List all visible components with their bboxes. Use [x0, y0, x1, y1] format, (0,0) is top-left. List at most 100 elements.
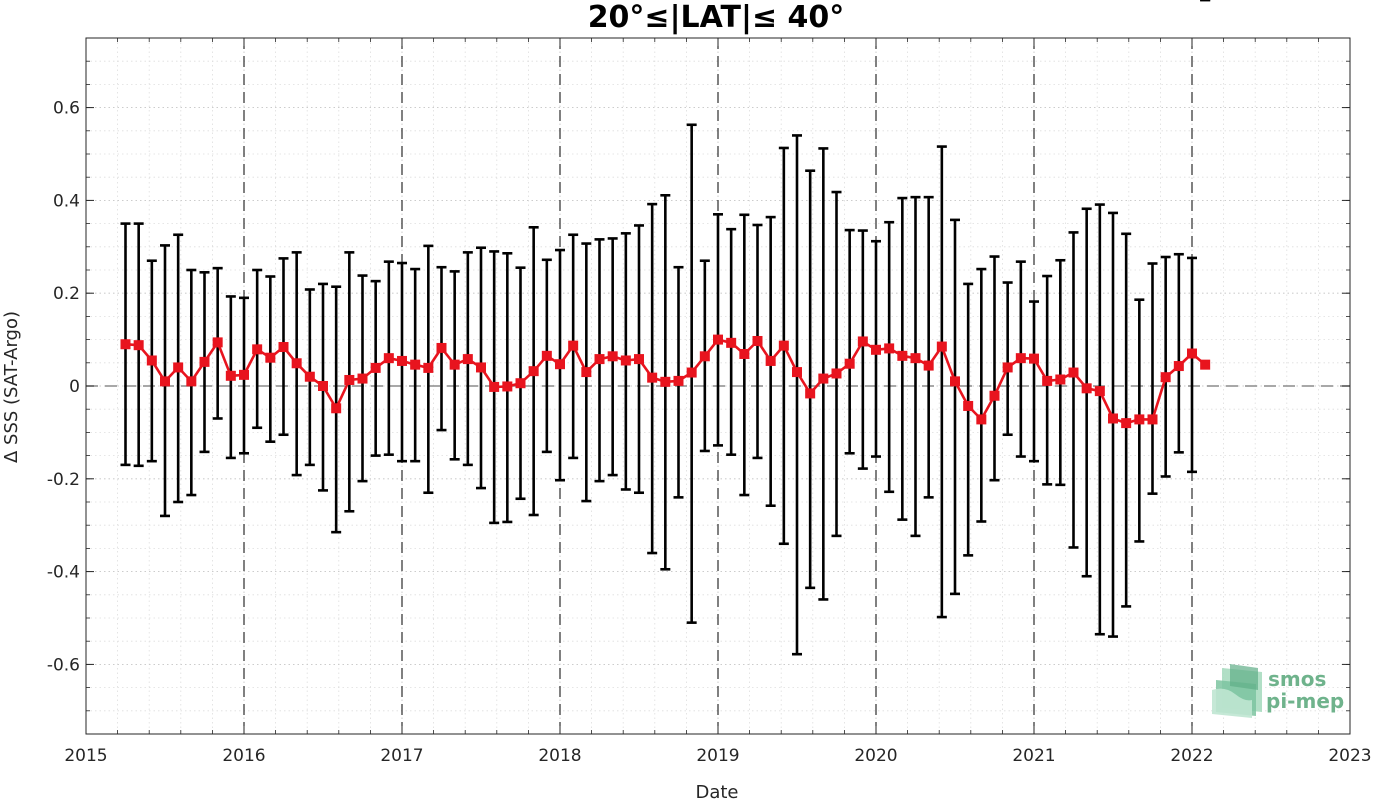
error-bar [1147, 262, 1158, 495]
data-point [765, 355, 776, 366]
data-point [673, 375, 684, 386]
error-bar [1068, 231, 1079, 549]
chart-title: 20°≤|LAT|≤ 40° [588, 0, 845, 35]
data-point [1055, 374, 1066, 385]
data-point [660, 376, 671, 387]
data-point [397, 355, 407, 366]
error-bar [1173, 252, 1184, 454]
data-point [199, 356, 210, 367]
error-bar [831, 190, 842, 538]
data-point [357, 373, 368, 384]
y-tick-label: -0.2 [47, 470, 80, 490]
error-bar [1108, 211, 1118, 638]
data-point [976, 414, 987, 425]
y-tick-label: 0.6 [53, 99, 80, 119]
data-point [423, 362, 434, 373]
data-point [160, 376, 170, 387]
data-point [686, 367, 697, 378]
data-point [897, 350, 908, 361]
data-point [936, 341, 947, 352]
error-bar [857, 229, 868, 470]
data-point [805, 388, 816, 399]
data-point [528, 366, 539, 377]
data-point [436, 342, 447, 353]
error-bar [936, 145, 947, 619]
data-point [752, 335, 763, 346]
smos-pi-mep-logo: smos pi-mep [1212, 664, 1344, 718]
series-markers [120, 334, 1211, 429]
data-point [1147, 414, 1158, 425]
x-tick-label: 2018 [538, 746, 581, 766]
data-point [304, 371, 315, 382]
data-point [699, 351, 710, 362]
y-tick-label: 0.2 [53, 284, 80, 304]
error-bar [1094, 203, 1105, 636]
x-tick-label: 2019 [696, 746, 739, 766]
x-tick-label: 2016 [222, 746, 265, 766]
data-point [568, 340, 579, 351]
data-point [1200, 359, 1211, 370]
data-point [555, 359, 565, 370]
error-bar [1160, 255, 1171, 478]
error-bars [120, 0, 1211, 656]
error-bar [1029, 300, 1039, 463]
data-point [146, 355, 157, 366]
data-point [884, 343, 895, 354]
data-point [607, 351, 618, 362]
data-point [923, 360, 934, 371]
data-point [462, 354, 473, 365]
x-tick-label: 2017 [380, 746, 423, 766]
error-bar [884, 220, 895, 494]
data-point [502, 381, 513, 392]
y-tick-label: -0.4 [47, 563, 80, 583]
y-tick-labels: -0.6 -0.4 -0.2 0 0.2 0.4 0.6 [47, 99, 80, 676]
x-tick-label: 2021 [1012, 746, 1055, 766]
data-point [778, 340, 789, 351]
data-point [950, 376, 960, 387]
data-point [857, 336, 868, 347]
data-point [318, 381, 328, 391]
x-tick-label: 2022 [1170, 746, 1213, 766]
data-point [1068, 367, 1079, 378]
x-tick-label: 2015 [64, 746, 107, 766]
error-bar [844, 228, 855, 455]
data-point [265, 352, 276, 363]
x-tick-labels: 2015 2016 2017 2018 2019 2020 2021 2022 2023 [64, 746, 1371, 766]
data-point [239, 369, 249, 380]
data-point [634, 354, 644, 365]
data-point [212, 337, 223, 348]
data-point [963, 400, 974, 411]
error-bar [805, 169, 816, 590]
data-point [792, 367, 802, 378]
data-point [1081, 383, 1092, 394]
data-point [278, 342, 289, 353]
data-point [1094, 386, 1105, 397]
data-point [370, 362, 381, 373]
data-point [1134, 414, 1145, 425]
y-axis-label: Δ SSS (SAT-Argo) [1, 311, 22, 463]
data-point [252, 344, 263, 355]
y-tick-label: 0.4 [53, 191, 80, 211]
data-point [713, 334, 723, 345]
error-bar [713, 213, 723, 447]
data-point [449, 359, 460, 370]
data-point [1187, 348, 1197, 359]
data-point [133, 340, 144, 351]
error-bar [950, 218, 960, 596]
data-point [1160, 372, 1171, 383]
error-bar [1002, 281, 1013, 437]
data-point [410, 359, 421, 370]
data-point [989, 390, 1000, 401]
data-point [871, 344, 881, 355]
error-bar [923, 195, 934, 499]
error-bar [963, 282, 974, 557]
data-point [831, 368, 842, 379]
logo-line-2: pi-mep [1266, 689, 1344, 713]
x-tick-label: 2020 [854, 746, 897, 766]
data-point [515, 378, 526, 389]
data-point [489, 381, 500, 392]
data-point [910, 353, 921, 364]
data-point [844, 358, 855, 369]
x-axis-label: Date [695, 782, 738, 801]
